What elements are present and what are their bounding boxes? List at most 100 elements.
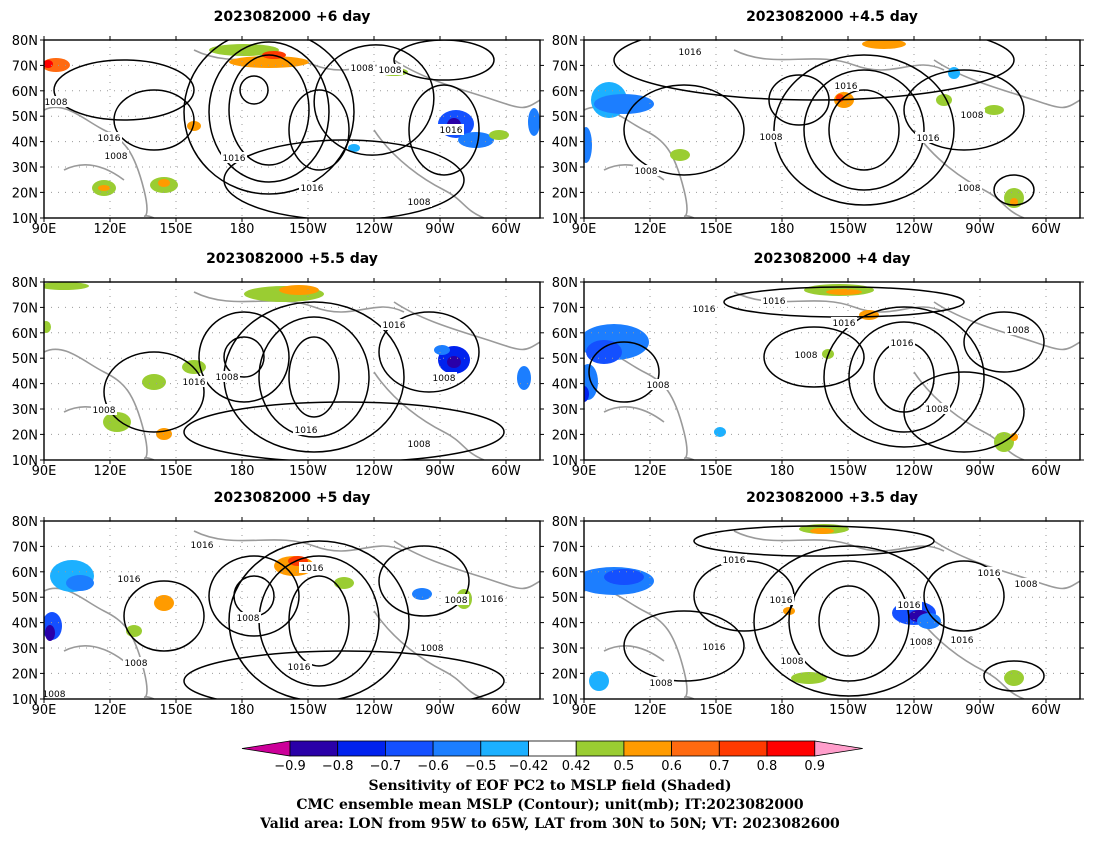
map-frame [43,281,541,461]
lon-tick-label: 90W [425,222,455,237]
sensitivity-shading [348,144,360,152]
contour-label: 1008 [958,184,981,194]
mslp-contour [228,54,310,166]
coastline [63,164,125,181]
lon-tick-label: 60W [1031,222,1061,237]
contour-label-bg [959,109,985,120]
contour-label: 1016 [481,595,504,605]
map-content: 1016 1008 1016 1008 1008 1016 1008 [44,282,540,460]
contour-label: 1008 [445,596,468,606]
lat-tick-label: 10N [12,454,38,469]
mslp-contour [103,351,205,433]
coastline [373,610,485,699]
contour-label: 1016 [891,339,914,349]
contour-label: 1008 [379,66,402,76]
contour-label-bg [189,539,215,550]
contour-label-bg [103,150,129,161]
coastline [44,106,155,218]
sensitivity-shading [45,625,55,641]
mslp-contour [623,84,745,176]
lon-tick-label: 150W [829,464,867,479]
contour-label-bg [479,593,505,604]
lon-tick-label: 150E [699,703,732,718]
lon-tick-label: 120W [895,703,933,718]
contour-label-bg [758,131,784,142]
contour-label: 1016 [301,564,324,574]
map-panel: 1016 1016 1016 1008 1008 1008 1016 1008 1016 1008… [12,490,544,718]
contour-label-bg [1013,578,1039,589]
lon-tick-label: 180 [770,222,795,237]
sensitivity-shading [984,105,1004,115]
contour-label: 1008 [635,167,658,177]
contour-label-bg [443,594,469,605]
lat-tick-label: 60N [12,85,38,100]
contour-label-bg [1005,324,1031,335]
lon-tick-label: 120W [355,703,393,718]
colorbar-tick-label: 0.7 [709,759,730,774]
lat-tick-label: 60N [552,327,578,342]
colorbar-swatch [432,740,482,757]
lat-tick-label: 70N [552,59,578,74]
sensitivity-shading [154,595,174,611]
sensitivity-shading [142,374,166,390]
contour-label: 1016 [183,378,206,388]
lat-tick-label: 20N [12,428,38,443]
lon-tick-label: 150E [159,464,192,479]
mslp-contour [848,321,960,433]
lat-tick-label: 40N [12,136,38,151]
colorbar-swatch [718,740,768,757]
contour-label: 1016 [223,154,246,164]
lat-tick-label: 70N [12,301,38,316]
contour-label: 1016 [288,663,311,673]
caption-line-3: Valid area: LON from 95W to 65W, LAT fro… [260,816,840,832]
contour-label-bg [116,573,142,584]
lon-tick-label: 90E [572,222,597,237]
sensitivity-shading [209,44,279,56]
contour-label-bg [214,371,240,382]
mslp-contour [993,174,1035,206]
lon-tick-label: 120E [633,222,666,237]
contour-label-bg [181,376,207,387]
mslp-contour [828,89,900,171]
lat-tick-label: 30N [552,642,578,657]
lat-tick-label: 40N [552,136,578,151]
mslp-contour [408,84,480,176]
lat-tick-label: 10N [12,212,38,227]
contour-label: 1008 [433,374,456,384]
sensitivity-shading [791,672,827,684]
coastline [933,301,1080,351]
contour-label: 1016 [951,636,974,646]
contour-label-bg [44,96,69,107]
contour-label-bg [677,46,703,57]
panel-title: 2023082000 +4 day [754,251,911,267]
lat-tick-label: 60N [12,327,38,342]
lat-tick-label: 20N [552,667,578,682]
map-panels: 1008 1008 1008 1016 1016 1008 1016 1016 1008 80N 7… [12,9,1084,718]
sensitivity-shading [66,575,94,591]
sensitivity-shading [517,366,531,390]
contour-label: 1008 [961,111,984,121]
colorbar-tick-label: −0.42 [509,759,549,774]
lon-tick-label: 150E [159,222,192,237]
caption-line-1: Sensitivity of EOF PC2 to MSLP field (Sh… [368,778,732,794]
sensitivity-shading [334,577,354,589]
lon-tick-label: 120E [93,703,126,718]
lat-tick-label: 30N [552,161,578,176]
sensitivity-shading [489,130,509,140]
mslp-contour [623,610,745,682]
contour-label: 1008 [650,679,673,689]
coastline [393,59,540,109]
sensitivity-shading [434,345,450,355]
lon-tick-label: 90W [425,464,455,479]
sensitivity-shading [103,412,131,432]
coastline [913,129,1025,218]
lon-tick-label: 180 [230,222,255,237]
colorbar-swatch [289,740,339,757]
contour-label: 1016 [98,134,121,144]
map-background [584,521,1080,699]
lat-tick-label: 30N [12,161,38,176]
coastline [733,49,945,71]
lat-tick-label: 50N [552,352,578,367]
contour-label-bg [44,688,67,699]
colorbar-tick-label: −0.7 [370,759,402,774]
